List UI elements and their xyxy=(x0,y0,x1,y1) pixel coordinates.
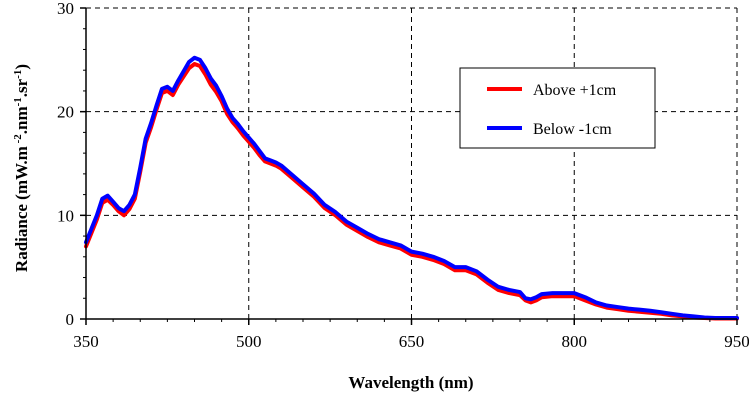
legend: Above +1cm Below -1cm xyxy=(459,67,656,149)
x-axis-title: Wavelength (nm) xyxy=(348,373,473,392)
x-tick-label: 800 xyxy=(562,332,588,351)
axis-ticks xyxy=(80,7,738,325)
y-axis-title-part: ) xyxy=(12,64,31,70)
x-tick-label: 500 xyxy=(236,332,262,351)
y-axis-title-part: .sr xyxy=(12,78,31,97)
y-tick-label: 0 xyxy=(66,310,75,329)
y-axis-title-sup: -1 xyxy=(12,70,24,79)
legend-label-above: Above +1cm xyxy=(533,82,617,99)
tick-labels: 350 500 650 800 950 0 10 20 30 xyxy=(57,0,749,351)
x-tick-label: 350 xyxy=(73,332,99,351)
series-line-below xyxy=(84,55,739,320)
x-tick-label: 650 xyxy=(399,332,425,351)
x-tick-label: 950 xyxy=(724,332,749,351)
y-axis-title-sup: -1 xyxy=(12,97,24,106)
y-tick-label: 30 xyxy=(57,0,74,18)
y-tick-label: 10 xyxy=(57,206,74,225)
y-axis-title: Radiance (mW.m -2.nm-1.sr-1) xyxy=(12,64,31,272)
legend-box xyxy=(459,67,656,149)
series-layer xyxy=(84,55,739,321)
y-tick-label: 20 xyxy=(57,103,74,122)
y-axis-title-part: Radiance (mW.m xyxy=(12,146,31,272)
y-axis-title-sup: -2 xyxy=(12,134,24,146)
legend-label-below: Below -1cm xyxy=(533,121,612,138)
y-axis-title-part: .nm xyxy=(12,106,31,134)
